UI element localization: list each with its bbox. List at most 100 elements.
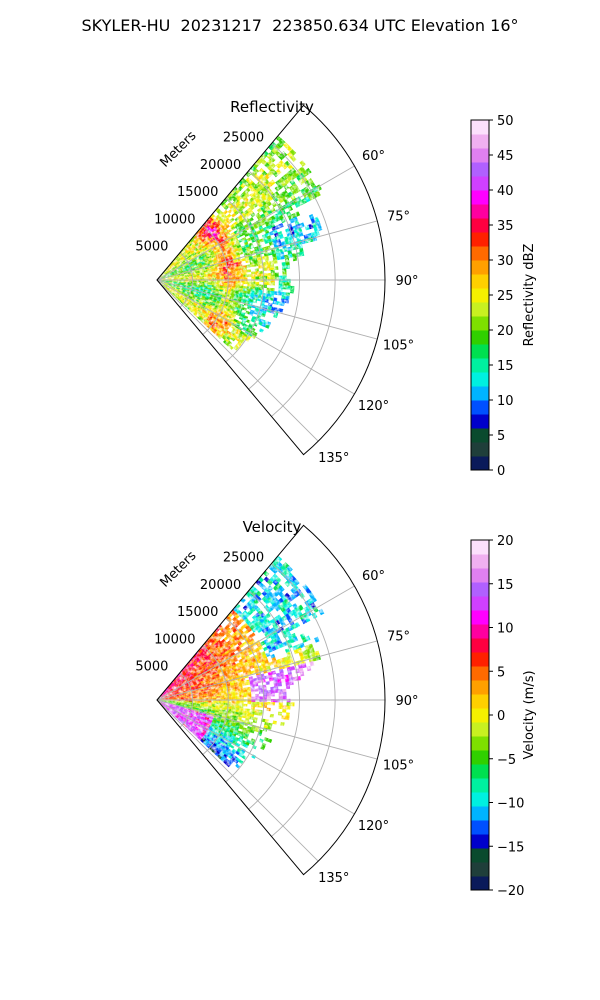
radial-tick-label: 20000 bbox=[200, 158, 241, 173]
colorbar-swatch bbox=[471, 400, 489, 415]
colorbar-swatch bbox=[471, 176, 489, 191]
angular-gridline bbox=[156, 585, 355, 701]
velocity-radial-ticks: 5000 10000 15000 20000 25000 bbox=[135, 551, 264, 675]
colorbar-swatch bbox=[471, 148, 489, 163]
colorbar-swatch bbox=[471, 246, 489, 261]
colorbar-tick-label: 45 bbox=[497, 149, 514, 164]
colorbar-swatch bbox=[471, 232, 489, 247]
angular-gridline bbox=[156, 165, 355, 281]
angle-tick-label: 75° bbox=[387, 629, 410, 644]
colorbar-swatch bbox=[471, 554, 489, 569]
radial-tick-label: 20000 bbox=[200, 578, 241, 593]
colorbar-swatch bbox=[471, 722, 489, 737]
radial-tick-label: 25000 bbox=[223, 131, 264, 146]
angle-tick-label: 90° bbox=[395, 274, 418, 289]
colorbar-swatch bbox=[471, 288, 489, 303]
colorbar-tick-label: −5 bbox=[497, 753, 516, 768]
reflectivity-grid bbox=[156, 143, 385, 442]
angle-tick-label: 120° bbox=[358, 399, 389, 414]
colorbar-tick-label: 15 bbox=[497, 578, 514, 593]
angle-tick-label: 105° bbox=[383, 759, 414, 774]
angular-gridline bbox=[156, 699, 319, 862]
colorbar-swatch bbox=[471, 764, 489, 779]
colorbar-tick-label: 40 bbox=[497, 184, 514, 199]
colorbar-tick-label: 30 bbox=[497, 254, 514, 269]
reflectivity-radial-axis-label: Meters bbox=[158, 128, 200, 170]
reflectivity-panel-title: Reflectivity bbox=[230, 98, 314, 116]
angle-tick-label: 105° bbox=[383, 339, 414, 354]
colorbar-tick-label: −20 bbox=[497, 884, 524, 899]
radial-tick-label: 5000 bbox=[135, 660, 168, 675]
colorbar-swatch bbox=[471, 582, 489, 597]
colorbar-swatch bbox=[471, 778, 489, 793]
angular-gridline bbox=[156, 279, 319, 442]
colorbar-swatch bbox=[471, 302, 489, 317]
reflectivity-data-field bbox=[159, 135, 323, 351]
colorbar-swatch bbox=[471, 750, 489, 765]
colorbar-swatch bbox=[471, 134, 489, 149]
colorbar-swatch bbox=[471, 834, 489, 849]
radial-tick-label: 15000 bbox=[177, 185, 218, 200]
angle-tick-label: 120° bbox=[358, 819, 389, 834]
colorbar-swatch bbox=[471, 848, 489, 863]
colorbar-swatch bbox=[471, 316, 489, 331]
colorbar-tick-label: −15 bbox=[497, 840, 524, 855]
angle-tick-label: 60° bbox=[362, 569, 385, 584]
reflectivity-colorbar-label: Reflectivity dBZ bbox=[522, 244, 537, 347]
sector-outline bbox=[156, 524, 386, 876]
reflectivity-panel: Reflectivity Meters 5000 10000 15000 20000 2… bbox=[135, 98, 537, 479]
colorbar-swatch bbox=[471, 344, 489, 359]
colorbar-swatch bbox=[471, 680, 489, 695]
colorbar-tick-label: 50 bbox=[497, 114, 514, 129]
colorbar-swatch bbox=[471, 862, 489, 877]
colorbar-tick-label: 10 bbox=[497, 622, 514, 637]
velocity-colorbar: −20 −15 −10 −5 0 5 10 15 20 bbox=[470, 534, 524, 899]
velocity-angle-ticks: 60° 75° 90° 105° 120° 135° bbox=[318, 569, 418, 886]
colorbar-swatch bbox=[471, 190, 489, 205]
colorbar-tick-label: 20 bbox=[497, 324, 514, 339]
colorbar-swatch bbox=[471, 330, 489, 345]
angular-gridline bbox=[156, 640, 378, 701]
colorbar-swatch bbox=[471, 540, 489, 555]
angular-gridline bbox=[156, 699, 378, 760]
velocity-radial-axis-label: Meters bbox=[158, 548, 200, 590]
colorbar-swatch bbox=[471, 568, 489, 583]
sector-outline bbox=[156, 104, 386, 456]
colorbar-swatch bbox=[471, 792, 489, 807]
velocity-colorbar-label: Velocity (m/s) bbox=[522, 670, 537, 759]
angle-tick-label: 90° bbox=[395, 694, 418, 709]
angular-gridline bbox=[156, 220, 378, 281]
colorbar-swatch bbox=[471, 218, 489, 233]
colorbar-swatch bbox=[471, 736, 489, 751]
colorbar-swatch bbox=[471, 456, 489, 471]
colorbar-swatch bbox=[471, 260, 489, 275]
angle-tick-label: 60° bbox=[362, 149, 385, 164]
colorbar-swatch bbox=[471, 652, 489, 667]
angle-tick-label: 135° bbox=[318, 451, 349, 466]
radial-tick-label: 15000 bbox=[177, 605, 218, 620]
velocity-panel-title: Velocity bbox=[243, 518, 302, 536]
colorbar-swatch bbox=[471, 358, 489, 373]
colorbar-tick-label: −10 bbox=[497, 797, 524, 812]
colorbar-swatch bbox=[471, 876, 489, 891]
colorbar-tick-label: 35 bbox=[497, 219, 514, 234]
angle-tick-label: 75° bbox=[387, 209, 410, 224]
angular-gridline bbox=[156, 279, 355, 395]
colorbar-tick-label: 5 bbox=[497, 665, 505, 680]
angle-tick-label: 135° bbox=[318, 871, 349, 886]
radial-tick-label: 10000 bbox=[154, 212, 195, 227]
colorbar-swatch bbox=[471, 596, 489, 611]
colorbar-swatch bbox=[471, 610, 489, 625]
reflectivity-frame bbox=[156, 104, 386, 456]
angular-gridline bbox=[156, 279, 378, 340]
colorbar-tick-label: 10 bbox=[497, 394, 514, 409]
radial-tick-label: 5000 bbox=[135, 240, 168, 255]
colorbar-tick-label: 5 bbox=[497, 429, 505, 444]
colorbar-swatch bbox=[471, 708, 489, 723]
colorbar-tick-label: 0 bbox=[497, 464, 505, 479]
colorbar-swatch bbox=[471, 372, 489, 387]
colorbar-tick-label: 20 bbox=[497, 534, 514, 549]
colorbar-swatch bbox=[471, 666, 489, 681]
velocity-frame bbox=[156, 524, 386, 876]
colorbar-swatch bbox=[471, 274, 489, 289]
